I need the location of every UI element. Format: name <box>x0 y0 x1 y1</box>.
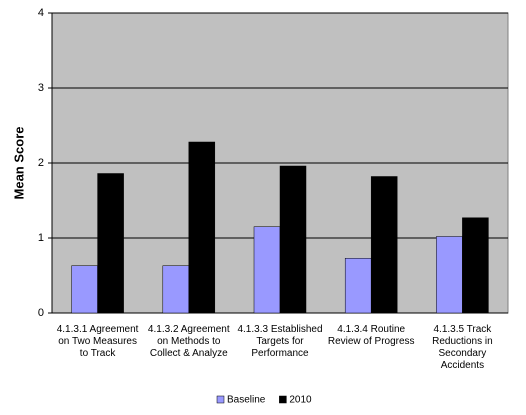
label-line: 4.1.3.4 Routine <box>337 324 405 335</box>
y-tick-label: 1 <box>38 232 44 244</box>
x-tick-label: 4.1.3.2 Agreement on Methods to Collect & … <box>148 324 230 359</box>
legend-swatch <box>216 395 225 404</box>
label-line: Review of Progress <box>328 336 415 347</box>
bar <box>71 265 98 314</box>
label-line: Targets for <box>256 336 304 347</box>
label-line: on Two Measures <box>58 336 137 347</box>
bar <box>436 236 463 314</box>
legend-label: Baseline <box>227 395 266 406</box>
legend-label: 2010 <box>289 395 312 406</box>
label-line: 4.1.3.1 Agreement <box>57 324 139 335</box>
bar <box>188 141 216 314</box>
label-line: Secondary <box>438 348 486 359</box>
x-tick-label: 4.1.3.4 Routine Review of Progress <box>328 324 415 347</box>
y-tick-label: 2 <box>38 157 44 169</box>
y-tick-label: 3 <box>38 82 44 94</box>
label-line: Performance <box>251 348 309 359</box>
x-tick-label: 4.1.3.3 Established Targets for Performanc… <box>237 324 322 359</box>
bar <box>162 265 190 314</box>
x-tick-label: 4.1.3.1 Agreement on Two Measures to Track <box>57 324 139 359</box>
x-tick-label: 4.1.3.5 Track Reductions in Secondary Accid… <box>432 324 493 371</box>
bar <box>370 176 398 314</box>
label-line: Collect & Analyze <box>150 348 228 359</box>
label-line: 4.1.3.5 Track <box>433 324 492 335</box>
label-line: 4.1.3.2 Agreement <box>148 324 230 335</box>
bar <box>253 226 281 314</box>
legend-swatch <box>279 395 287 404</box>
label-line: Reductions in <box>432 336 493 347</box>
y-tick-label: 0 <box>38 307 44 319</box>
label-line: Accidents <box>441 360 484 371</box>
label-line: 4.1.3.3 Established <box>237 324 322 335</box>
label-line: to Track <box>80 348 117 359</box>
label-line: on Methods to <box>157 336 221 347</box>
y-tick-label: 4 <box>38 7 44 19</box>
y-axis-label: Mean Score <box>11 127 26 200</box>
bar <box>97 173 124 314</box>
bar <box>279 165 307 314</box>
bar <box>462 217 489 314</box>
bar <box>344 258 372 314</box>
